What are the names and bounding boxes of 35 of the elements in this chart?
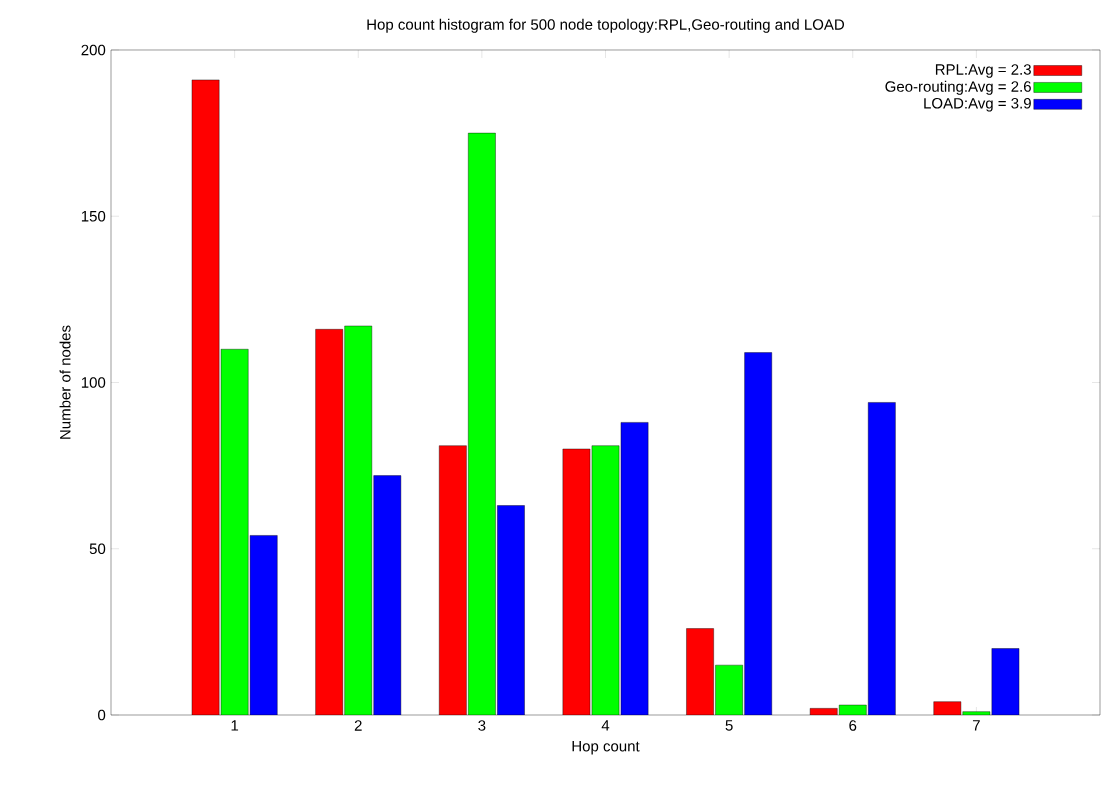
bar [715, 664, 743, 715]
x-tick-label: 2 [354, 720, 362, 731]
x-tick-label: 4 [601, 720, 610, 731]
bar [439, 445, 467, 715]
y-tick-label: 150 [81, 210, 106, 222]
bar [744, 352, 772, 715]
bar [620, 422, 649, 715]
bar [497, 505, 525, 715]
y-tick-label: 0 [98, 709, 106, 721]
bar [220, 349, 249, 715]
bar [562, 448, 591, 715]
chart-title: Hop count histogram for 500 node topology:RPL,Geo-routing and LOAD [367, 18, 845, 33]
legend-label: LOAD:Avg = 3.9 [924, 97, 1031, 112]
y-axis-title: Number of nodes [59, 325, 71, 439]
y-tick-label: 200 [81, 44, 106, 56]
bar [191, 79, 220, 715]
bar [249, 535, 278, 715]
bar [686, 628, 714, 715]
legend-label: RPL:Avg = 2.3 [935, 64, 1031, 78]
y-tick-label: 50 [89, 543, 106, 555]
bar [591, 445, 620, 715]
bar [468, 132, 496, 715]
x-tick-label: 6 [849, 720, 857, 731]
x-tick-label: 7 [972, 720, 980, 731]
bar [373, 475, 401, 715]
x-tick-label: 3 [478, 720, 486, 731]
x-tick-label: 5 [725, 720, 733, 731]
bar [315, 329, 343, 715]
x-axis-title: Hop count [572, 741, 640, 755]
bar [991, 648, 1020, 715]
bar [868, 402, 896, 715]
x-tick-label: 1 [231, 720, 239, 731]
legend-label: Geo-routing:Avg = 2.6 [885, 80, 1031, 95]
bar [344, 325, 372, 715]
y-tick-label: 100 [81, 377, 106, 388]
